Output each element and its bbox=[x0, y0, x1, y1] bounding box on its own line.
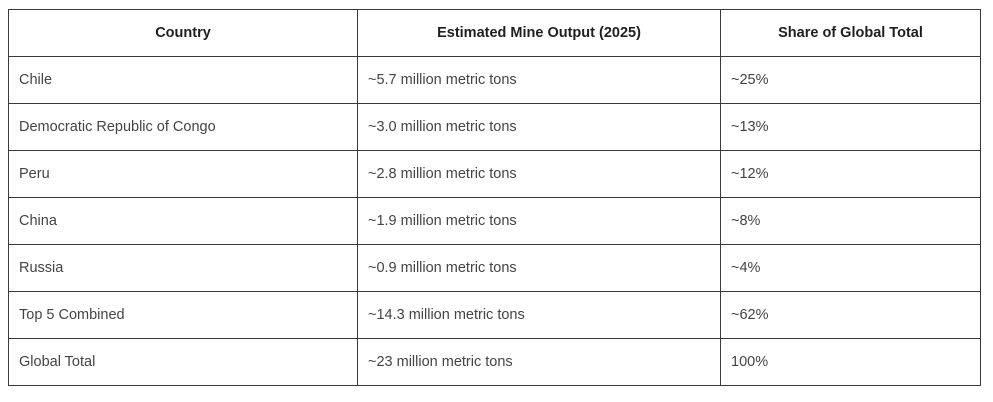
data-table-container: Country Estimated Mine Output (2025) Sha… bbox=[8, 9, 981, 386]
header-mine-output: Estimated Mine Output (2025) bbox=[357, 9, 721, 57]
table-body: Chile ~5.7 million metric tons ~25% Demo… bbox=[8, 56, 981, 386]
cell-mine-output: ~23 million metric tons bbox=[357, 338, 721, 386]
table-header: Country Estimated Mine Output (2025) Sha… bbox=[8, 9, 981, 57]
copper-production-table: Country Estimated Mine Output (2025) Sha… bbox=[8, 9, 981, 386]
table-row: Democratic Republic of Congo ~3.0 millio… bbox=[8, 103, 981, 151]
cell-mine-output: ~5.7 million metric tons bbox=[357, 56, 721, 104]
table-row: Global Total ~23 million metric tons 100… bbox=[8, 338, 981, 386]
cell-global-share: ~12% bbox=[720, 150, 981, 198]
cell-country: China bbox=[8, 197, 358, 245]
cell-global-share: ~13% bbox=[720, 103, 981, 151]
cell-global-share: ~4% bbox=[720, 244, 981, 292]
cell-mine-output: ~1.9 million metric tons bbox=[357, 197, 721, 245]
table-row: China ~1.9 million metric tons ~8% bbox=[8, 197, 981, 245]
header-global-share: Share of Global Total bbox=[720, 9, 981, 57]
table-row: Top 5 Combined ~14.3 million metric tons… bbox=[8, 291, 981, 339]
cell-global-share: 100% bbox=[720, 338, 981, 386]
cell-global-share: ~8% bbox=[720, 197, 981, 245]
cell-mine-output: ~14.3 million metric tons bbox=[357, 291, 721, 339]
cell-global-share: ~62% bbox=[720, 291, 981, 339]
cell-mine-output: ~3.0 million metric tons bbox=[357, 103, 721, 151]
cell-country: Top 5 Combined bbox=[8, 291, 358, 339]
header-country: Country bbox=[8, 9, 358, 57]
cell-country: Russia bbox=[8, 244, 358, 292]
cell-global-share: ~25% bbox=[720, 56, 981, 104]
cell-mine-output: ~0.9 million metric tons bbox=[357, 244, 721, 292]
table-row: Russia ~0.9 million metric tons ~4% bbox=[8, 244, 981, 292]
cell-country: Global Total bbox=[8, 338, 358, 386]
table-row: Peru ~2.8 million metric tons ~12% bbox=[8, 150, 981, 198]
cell-mine-output: ~2.8 million metric tons bbox=[357, 150, 721, 198]
table-row: Chile ~5.7 million metric tons ~25% bbox=[8, 56, 981, 104]
header-row: Country Estimated Mine Output (2025) Sha… bbox=[8, 9, 981, 57]
cell-country: Democratic Republic of Congo bbox=[8, 103, 358, 151]
cell-country: Peru bbox=[8, 150, 358, 198]
cell-country: Chile bbox=[8, 56, 358, 104]
